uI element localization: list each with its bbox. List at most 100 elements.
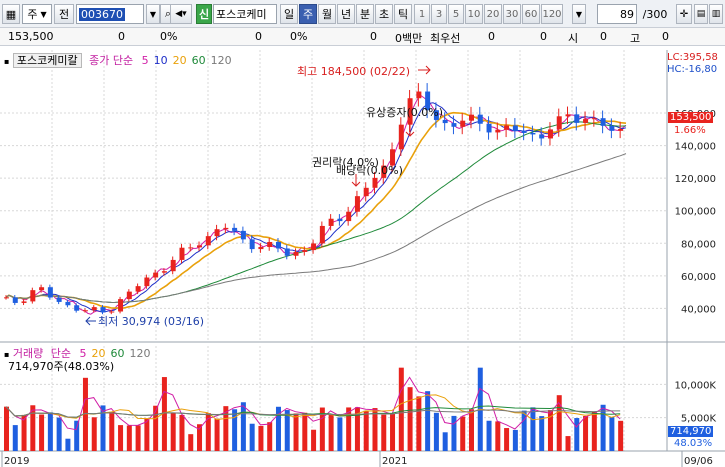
code-dropdown-button[interactable]: ▼ [146, 4, 160, 24]
period-tab-4[interactable]: 분 [356, 4, 374, 24]
crosshair-icon[interactable]: ✛ [676, 4, 692, 24]
info-f5: 0 [600, 30, 607, 43]
zoom-in-icon[interactable]: ▤ [694, 4, 708, 24]
interval-tab-7[interactable]: 120 [541, 4, 563, 24]
candle-body [144, 277, 150, 287]
market-type-select[interactable]: 주 ▼ [22, 4, 52, 24]
volume-bar [547, 410, 553, 451]
volume-panel-name[interactable]: 거래량 [12, 347, 44, 360]
interval-tab-3[interactable]: 10 [465, 4, 483, 24]
volume-bar [495, 421, 501, 451]
volume-ma-lines [5, 376, 621, 431]
volume-bar [118, 425, 124, 451]
interval-tab-2[interactable]: 5 [448, 4, 464, 24]
volume-bar [91, 417, 97, 451]
candle-body [232, 227, 238, 231]
candle-body [372, 177, 378, 188]
candle-body [504, 125, 510, 130]
candle-body [12, 297, 18, 303]
candle-body [583, 119, 589, 123]
interval-dropdown-button[interactable]: ▼ [572, 4, 586, 24]
high-annotation: 최고 184,500 (02/22) [297, 65, 410, 78]
candle-body [30, 290, 36, 302]
volume-bar [21, 414, 27, 451]
candle-body [161, 271, 167, 273]
volume-bar [82, 377, 88, 451]
candle-body [100, 307, 106, 313]
low-arrow-icon [85, 316, 96, 326]
info-f1-pct: 0% [290, 30, 308, 43]
volume-bar [153, 405, 159, 451]
count-input[interactable]: 89 [597, 4, 637, 24]
price-panel-name[interactable]: 포스코케미칼 [12, 53, 82, 68]
interval-tab-6[interactable]: 60 [522, 4, 540, 24]
candle-body [512, 125, 518, 131]
period-tab-1[interactable]: 주 [299, 4, 317, 24]
candle-body [205, 236, 211, 246]
volume-bar [521, 410, 527, 451]
volume-bar [240, 402, 246, 451]
volume-bar [293, 413, 299, 451]
candle-body [153, 272, 159, 278]
volume-bar [574, 418, 580, 451]
volume-bar [556, 395, 562, 451]
price-y-tick-3: 100,000 [675, 207, 716, 218]
period-tab-6[interactable]: 틱 [394, 4, 412, 24]
candle-body [267, 241, 273, 248]
period-tab-5[interactable]: 초 [375, 4, 393, 24]
candle-body [179, 247, 185, 260]
interval-tab-1[interactable]: 3 [431, 4, 447, 24]
volume-panel-menu-icon[interactable]: ▪ [4, 350, 10, 359]
info-f6: 0 [662, 30, 669, 43]
volume-ma-periods: 5 20 60 120 [75, 347, 151, 360]
volume-bar [39, 414, 45, 451]
period-tab-2[interactable]: 월 [318, 4, 336, 24]
volume-bar [249, 423, 255, 451]
candle-body [495, 129, 501, 133]
period-tab-0[interactable]: 일 [280, 4, 298, 24]
candle-body [328, 218, 334, 226]
candle-body [135, 286, 141, 292]
speaker-icon[interactable]: ◀▾ [170, 4, 192, 24]
new-badge[interactable]: 신 [196, 4, 212, 24]
volume-bar [214, 418, 220, 451]
volume-bar [311, 429, 317, 451]
volume-bar [398, 367, 404, 451]
info-rate: 0% [160, 30, 178, 43]
interval-tab-5[interactable]: 30 [503, 4, 521, 24]
candle-body [565, 114, 571, 117]
candle-body [425, 91, 431, 111]
volume-ma-line-20 [5, 394, 621, 421]
candle-body [118, 299, 124, 312]
ma-line-120 [5, 153, 627, 304]
info-high-label: 고 [630, 32, 641, 45]
candle-body [618, 129, 624, 131]
interval-tab-0[interactable]: 1 [414, 4, 430, 24]
price-y-tick-1: 140,000 [675, 142, 716, 153]
event-arrow-icon [351, 174, 361, 187]
volume-y-tick-1: 5,000K [681, 414, 717, 425]
annotations: 최고 184,500 (02/22) 최저 30,974 (03/16) 권리락(4… [85, 65, 443, 328]
prev-button[interactable]: 전 [54, 4, 74, 24]
zoom-out-icon[interactable]: ▥ [709, 4, 723, 24]
volume-ma-label: 단순 [50, 347, 72, 360]
grid-menu-icon[interactable]: ▦ [2, 4, 20, 24]
candle-body [293, 251, 299, 256]
candle-body [82, 310, 88, 312]
volume-bar [144, 418, 150, 451]
candle-body [591, 118, 597, 120]
info-open-label: 시 [568, 32, 579, 45]
panel-menu-icon[interactable]: ▪ [4, 57, 10, 66]
chart-area[interactable]: 160,000140,000120,000100,00080,00060,000… [0, 46, 725, 467]
period-tab-3[interactable]: 년 [337, 4, 355, 24]
volume-bar [100, 405, 106, 451]
volume-bar [170, 412, 176, 451]
candle-body [214, 229, 220, 237]
candle-body [126, 291, 132, 300]
volume-ma-line-5 [5, 376, 621, 431]
interval-tab-4[interactable]: 20 [484, 4, 502, 24]
candle-body [469, 114, 474, 121]
stock-code-input[interactable]: 003670 [76, 4, 144, 24]
current-price-tag: 153,500 [668, 112, 714, 123]
candle-body [600, 118, 606, 126]
